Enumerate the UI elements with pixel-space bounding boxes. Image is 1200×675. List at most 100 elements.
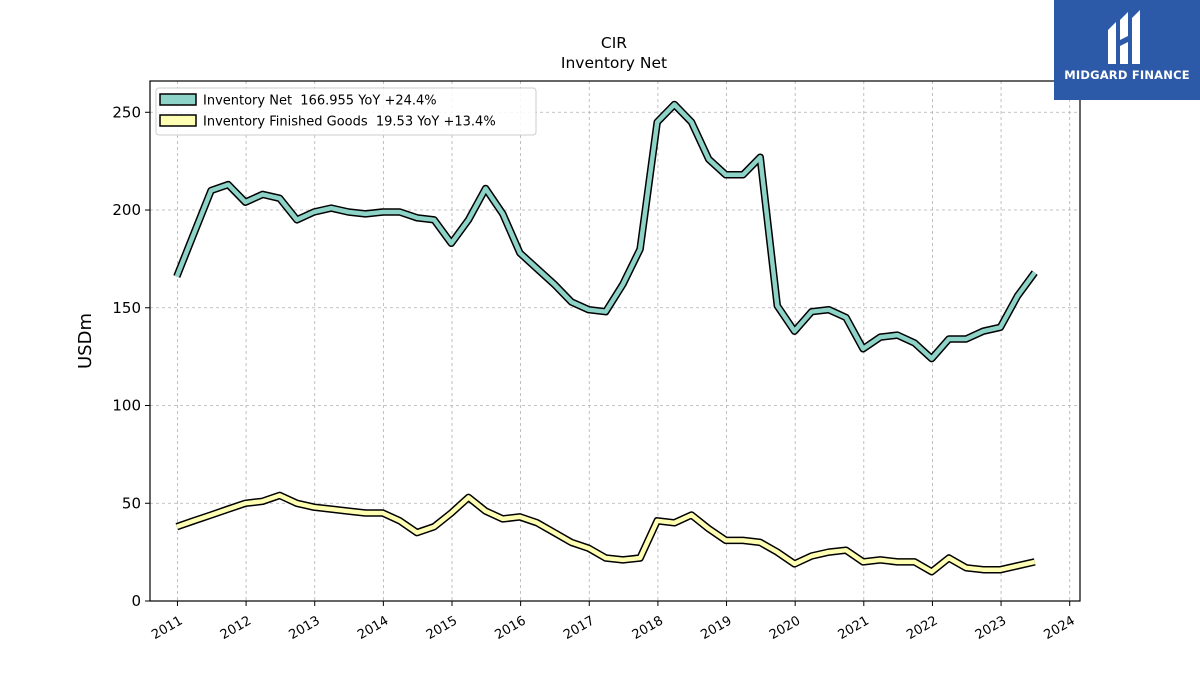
x-tick-label: 2014 <box>355 613 391 643</box>
series-1-point <box>416 532 417 533</box>
series-1-point <box>331 509 332 510</box>
y-tick-label: 250 <box>112 103 141 121</box>
series-0-point <box>588 309 589 310</box>
series-layer <box>173 100 1038 576</box>
series-1-point <box>931 571 932 572</box>
brand-name: MIDGARD FINANCE <box>1064 68 1190 82</box>
legend: Inventory Net 166.955 YoY +24.4% Invento… <box>155 87 537 136</box>
series-0-point <box>828 309 829 310</box>
series-1-point <box>966 567 967 568</box>
series-1-point <box>211 514 212 515</box>
x-tick-label: 2012 <box>218 613 254 643</box>
series-1-point <box>948 557 949 558</box>
legend-label-finished-goods: Inventory Finished Goods 19.53 YoY +13.4… <box>203 115 496 130</box>
x-tick-label: 2020 <box>767 613 803 643</box>
series-0-point <box>537 268 538 269</box>
legend-box <box>155 87 537 136</box>
series-0-point <box>622 284 623 285</box>
x-tick-label: 2024 <box>1042 613 1078 643</box>
series-0-point <box>880 337 881 338</box>
series-0-point <box>1000 327 1001 328</box>
x-tick-label: 2022 <box>904 613 940 643</box>
series-0-point <box>657 122 658 123</box>
series-1-point <box>725 540 726 541</box>
series-1-point <box>502 518 503 519</box>
series-0-point <box>399 211 400 212</box>
series-1-point <box>983 569 984 570</box>
series-1-point <box>193 520 194 521</box>
series-0-point <box>983 331 984 332</box>
midgard-logo-icon <box>1108 10 1140 64</box>
series-1-point <box>262 501 263 502</box>
series-0-point <box>863 348 864 349</box>
series-0-point <box>966 338 967 339</box>
series-0-point <box>1017 295 1018 296</box>
series-0-point <box>416 217 417 218</box>
series-0-point <box>674 104 675 105</box>
series-1-point <box>845 550 846 551</box>
series-1-point <box>760 542 761 543</box>
series-0-point <box>725 174 726 175</box>
series-0-point <box>313 211 314 212</box>
legend-swatch-finished-goods <box>159 114 197 127</box>
chart-subtitle: Inventory Net <box>561 54 667 72</box>
y-tick-label: 50 <box>122 494 141 512</box>
series-1-point <box>571 542 572 543</box>
y-axis-label: USDm <box>75 313 96 369</box>
series-0-point <box>348 211 349 212</box>
series-1-point <box>468 497 469 498</box>
series-0-point <box>777 305 778 306</box>
plot-frame <box>149 80 1081 602</box>
x-tick-label: 2019 <box>698 613 734 643</box>
series-0-point <box>176 276 177 277</box>
series-0-point <box>948 338 949 339</box>
brand-logo: MIDGARD FINANCE <box>1054 0 1200 100</box>
x-tick-label: 2013 <box>287 613 323 643</box>
x-tick-label: 2016 <box>492 613 528 643</box>
y-tick-label: 0 <box>131 592 141 610</box>
grid <box>150 81 1080 602</box>
series-0-point <box>794 331 795 332</box>
series-1-point <box>742 540 743 541</box>
series-0-point <box>742 174 743 175</box>
series-1-point <box>708 528 709 529</box>
series-0-point <box>691 122 692 123</box>
series-0-point <box>502 213 503 214</box>
series-0-point <box>228 184 229 185</box>
series-0-point <box>331 208 332 209</box>
series-0-point <box>897 335 898 336</box>
series-0-point <box>434 219 435 220</box>
series-0-point <box>760 157 761 158</box>
series-0-point <box>811 311 812 312</box>
x-tick-label: 2017 <box>561 613 597 643</box>
series-1-point <box>537 522 538 523</box>
series-1-point <box>554 532 555 533</box>
series-1-point <box>348 511 349 512</box>
series-1-point <box>657 520 658 521</box>
series-0-point <box>451 243 452 244</box>
series-1-point <box>1034 561 1035 562</box>
series-0-point <box>605 311 606 312</box>
y-tick-label: 100 <box>112 397 141 415</box>
series-1-point <box>863 561 864 562</box>
series-1-point <box>176 526 177 527</box>
series-1-point <box>365 512 366 513</box>
x-tick-label: 2023 <box>973 613 1009 643</box>
legend-swatch-inventory-net <box>159 93 197 106</box>
series-1-point <box>451 512 452 513</box>
series-0-point <box>845 317 846 318</box>
series-1-point <box>880 559 881 560</box>
series-0-point <box>931 358 932 359</box>
series-1-point <box>485 511 486 512</box>
series-0-point <box>468 219 469 220</box>
series-0-point <box>571 301 572 302</box>
series-line-1 <box>176 493 1036 574</box>
series-1-point <box>434 526 435 527</box>
series-1-point <box>691 514 692 515</box>
series-1-point <box>777 552 778 553</box>
axis-ticks: 0 50 100 150 200 250 2011 2012 2013 2014 2015 2016 2… <box>112 103 1077 643</box>
series-outline-0 <box>173 100 1038 363</box>
series-0-point <box>640 249 641 250</box>
series-0-point <box>262 194 263 195</box>
series-1-point <box>828 552 829 553</box>
